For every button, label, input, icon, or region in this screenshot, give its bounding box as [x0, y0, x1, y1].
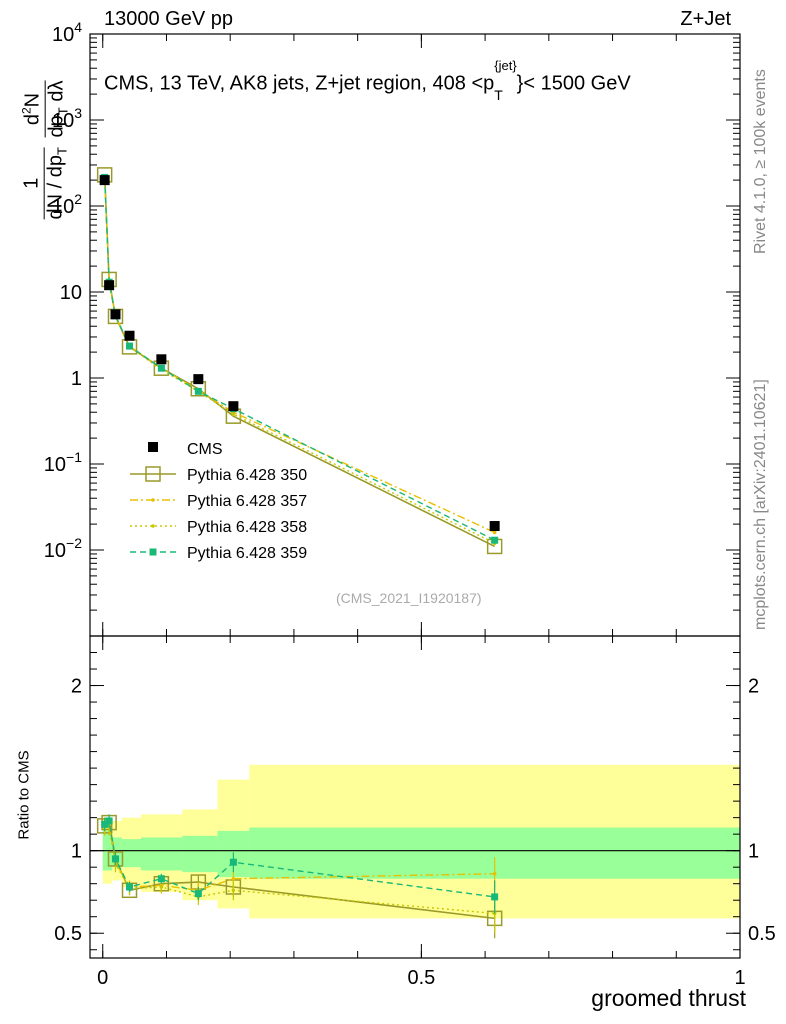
plot-title: CMS, 13 TeV, AK8 jets, Z+jet region, 408…	[104, 58, 631, 103]
rivet-version-label: Rivet 4.1.0, ≥ 100k events	[752, 69, 769, 254]
ratio-y-tick-label: 1	[71, 841, 82, 863]
ratio-y-tick-label-right: 0.5	[748, 923, 776, 945]
main-point-359	[126, 342, 134, 350]
plot-title-tail: }< 1500 GeV	[516, 72, 631, 95]
cms-data-point	[489, 521, 500, 532]
x-tick-label: 1	[734, 967, 745, 989]
ratio-point-359	[491, 893, 499, 901]
y-tick-label: 104	[52, 19, 82, 46]
analysis-id-label: (CMS_2021_I1920187)	[336, 590, 482, 606]
main-point-359	[194, 387, 202, 395]
ratio-plot-frame	[89, 635, 741, 959]
ratio-axis-title: Ratio to CMS	[15, 750, 33, 840]
ylabel-n2: dN / dp	[44, 154, 67, 220]
ylabel-d1: d	[21, 114, 44, 126]
legend-marker	[151, 524, 155, 528]
x-axis-title: groomed thrust	[591, 985, 746, 1011]
legend-label: Pythia 6.428 359	[187, 545, 307, 562]
ratio-point	[231, 876, 236, 881]
y-tick-label: 10−2	[44, 535, 82, 562]
ratio-y-tick-label: 0.5	[54, 923, 82, 945]
y-tick-label: 103	[52, 105, 82, 132]
ratio-y-tick-label-right: 2	[748, 676, 759, 698]
ratio-band-inner	[102, 827, 106, 871]
ylabel-d1-sup: 2	[19, 107, 34, 115]
y-tick-label: 1	[71, 368, 82, 390]
ratio-band-inner	[140, 837, 183, 871]
cms-data-point	[156, 354, 167, 365]
x-tick-label: 0.5	[407, 967, 435, 989]
ratio-series-line	[104, 825, 495, 892]
ylabel-d3-sub: T	[55, 107, 71, 116]
ratio-point	[231, 888, 236, 893]
y-tick-label: 10	[60, 282, 82, 304]
ratio-series-line	[104, 826, 495, 915]
ratio-band-inner	[121, 839, 141, 868]
cms-data-point	[104, 280, 115, 291]
ylabel-n2-sub: T	[54, 147, 70, 155]
cms-data-point	[110, 309, 121, 320]
main-y-axis-title: 1 dN / dpT d2N dpT dλ	[0, 30, 90, 270]
ratio-y-tick-label-right: 1	[748, 841, 759, 863]
ylabel-d3: dp	[45, 115, 68, 138]
x-tick-label: 0	[97, 967, 108, 989]
mcplots-source-label: mcplots.cern.ch [arXiv:2401.10621]	[752, 379, 769, 630]
ratio-y-tick-label: 2	[71, 676, 82, 698]
cms-data-point	[193, 374, 204, 385]
legend-marker-359	[149, 548, 157, 556]
header-right: Z+Jet	[680, 8, 731, 30]
ratio-point-359	[105, 817, 113, 825]
y-tick-label: 10−1	[44, 449, 82, 476]
y-tick-label: 102	[52, 191, 82, 218]
ratio-band-inner	[182, 835, 218, 873]
header-left: 13000 GeV pp	[104, 8, 233, 30]
ratio-point-359	[111, 855, 119, 863]
legend-label: Pythia 6.428 350	[187, 467, 307, 484]
legend-label: Pythia 6.428 357	[187, 493, 307, 510]
main-point	[492, 530, 497, 535]
legend-marker-350	[145, 466, 161, 482]
ylabel-n1: 1	[20, 177, 43, 189]
ratio-point-359	[101, 820, 109, 828]
legend-marker	[151, 498, 155, 502]
main-point	[231, 412, 236, 416]
ratio-point	[159, 885, 164, 889]
ratio-point-359	[157, 875, 165, 883]
legend-label: Pythia 6.428 358	[187, 519, 307, 536]
ylabel-d2: N	[21, 92, 44, 108]
plot-title-sup: {jet}	[494, 58, 517, 73]
cms-data-point	[124, 330, 135, 341]
ratio-point-359	[229, 858, 237, 866]
ylabel-d4: dλ	[45, 80, 68, 102]
plot-title-main: CMS, 13 TeV, AK8 jets, Z+jet region, 408…	[104, 72, 495, 95]
ratio-series-line	[104, 819, 495, 898]
ratio-point	[492, 871, 497, 876]
ratio-point-359	[126, 883, 134, 891]
main-point-359	[491, 536, 499, 544]
legend-marker-cms	[148, 442, 158, 452]
main-point-359	[157, 364, 165, 372]
plot-title-sub: T	[494, 86, 503, 103]
legend-label: CMS	[187, 441, 223, 458]
cms-data-point	[228, 401, 239, 412]
ratio-point-359	[194, 890, 202, 898]
cms-data-point	[99, 175, 110, 186]
